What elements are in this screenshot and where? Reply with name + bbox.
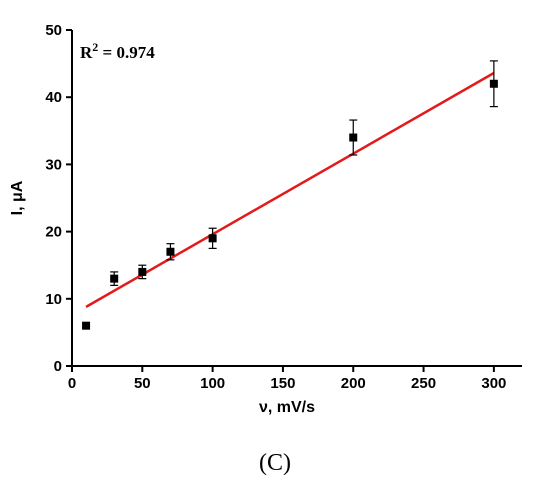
y-tick-label: 40 — [45, 89, 62, 106]
y-axis-label: I, μA — [9, 180, 26, 215]
x-tick-label: 250 — [411, 375, 436, 392]
data-point — [110, 274, 119, 283]
fit-line-group — [85, 71, 495, 308]
x-tick-label: 200 — [341, 375, 366, 392]
data-point — [82, 321, 91, 330]
x-tick-label: 0 — [68, 375, 76, 392]
x-tick-label: 150 — [270, 375, 295, 392]
panel-label: (C) — [259, 450, 291, 476]
x-tick-label: 50 — [134, 375, 151, 392]
r-squared-prefix: R — [80, 43, 93, 62]
r-squared-value: = 0.974 — [98, 43, 155, 62]
data-point — [166, 247, 175, 256]
y-tick-label: 20 — [45, 224, 62, 241]
y-tick-label: 50 — [45, 22, 62, 39]
y-tick-label: 30 — [45, 156, 62, 173]
x-tick-label: 100 — [200, 375, 225, 392]
r-squared-annotation: R2 = 0.974 — [80, 40, 155, 62]
r-squared-superscript: 2 — [92, 40, 98, 54]
data-point — [489, 79, 498, 88]
x-tick-label: 300 — [481, 375, 506, 392]
data-point — [349, 133, 358, 142]
data-points — [82, 60, 498, 330]
axes: 0 10 20 30 40 50 0 50 100 150 200 250 300 — [45, 22, 522, 392]
fit-line — [85, 71, 495, 308]
x-axis-label: ν, mV/s — [259, 399, 315, 416]
data-point — [208, 234, 217, 243]
data-point — [138, 267, 147, 276]
y-tick-label: 0 — [54, 358, 62, 375]
y-tick-label: 10 — [45, 291, 62, 308]
